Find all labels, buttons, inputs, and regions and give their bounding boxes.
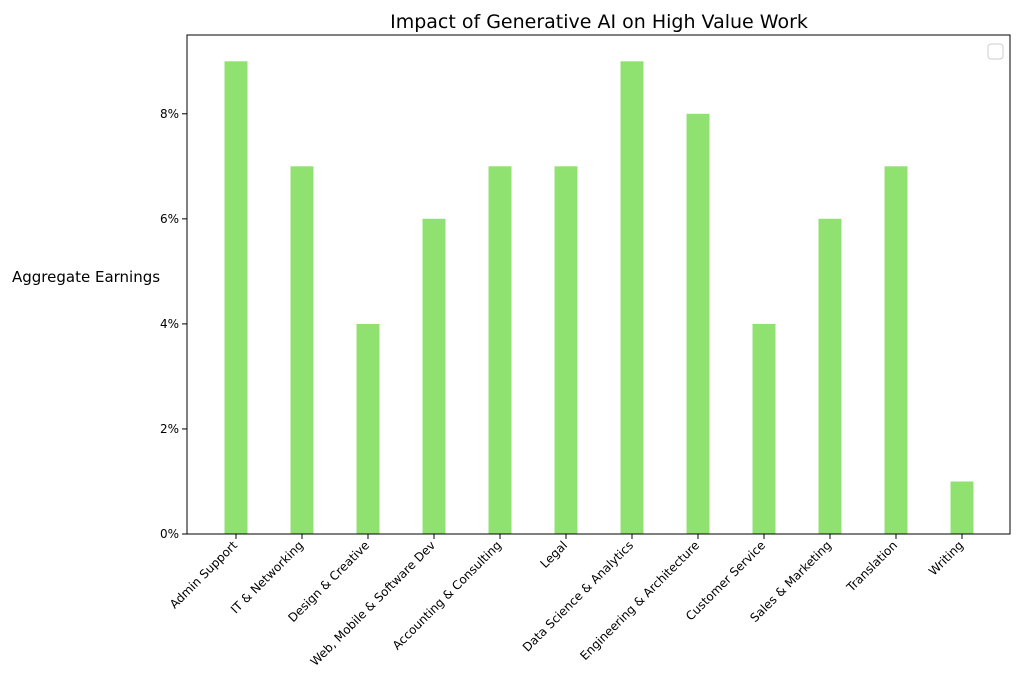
bar-4 bbox=[488, 166, 512, 535]
y-tick-label-4: 8% bbox=[160, 107, 179, 121]
plot-area-frame bbox=[186, 34, 1011, 535]
y-tick-label-1: 2% bbox=[160, 422, 179, 436]
y-axis-label: Aggregate Earnings bbox=[12, 268, 160, 286]
chart-title: Impact of Generative AI on High Value Wo… bbox=[390, 11, 808, 33]
x-tick-label-6: Data Science & Analytics bbox=[520, 538, 636, 654]
y-axis: 0% 2% 4% 6% 8% bbox=[160, 107, 187, 541]
bar-11 bbox=[950, 481, 974, 534]
bar-group bbox=[224, 61, 974, 535]
y-tick-label-2: 4% bbox=[160, 317, 179, 331]
y-tick-label-0: 0% bbox=[160, 527, 179, 541]
bar-6 bbox=[620, 61, 644, 535]
bar-9 bbox=[818, 218, 842, 535]
bar-3 bbox=[422, 218, 446, 535]
x-tick-label-1: IT & Networking bbox=[228, 538, 306, 616]
x-tick-label-11: Writing bbox=[926, 538, 966, 578]
y-tick-label-3: 6% bbox=[160, 212, 179, 226]
legend-box bbox=[987, 43, 1004, 60]
x-tick-label-0: Admin Support bbox=[167, 538, 240, 611]
bar-10 bbox=[884, 166, 908, 535]
bar-8 bbox=[752, 323, 776, 534]
x-tick-label-10: Translation bbox=[843, 538, 900, 595]
x-tick-label-3: Web, Mobile & Software Dev bbox=[308, 538, 439, 669]
x-tick-label-4: Accounting & Consulting bbox=[390, 538, 504, 652]
bar-0 bbox=[224, 61, 248, 535]
x-tick-label-5: Legal bbox=[537, 538, 570, 571]
bar-7 bbox=[686, 113, 710, 535]
bar-1 bbox=[290, 166, 314, 535]
x-tick-label-7: Engineering & Architecture bbox=[577, 538, 702, 663]
bar-5 bbox=[554, 166, 578, 535]
bar-2 bbox=[356, 323, 380, 534]
